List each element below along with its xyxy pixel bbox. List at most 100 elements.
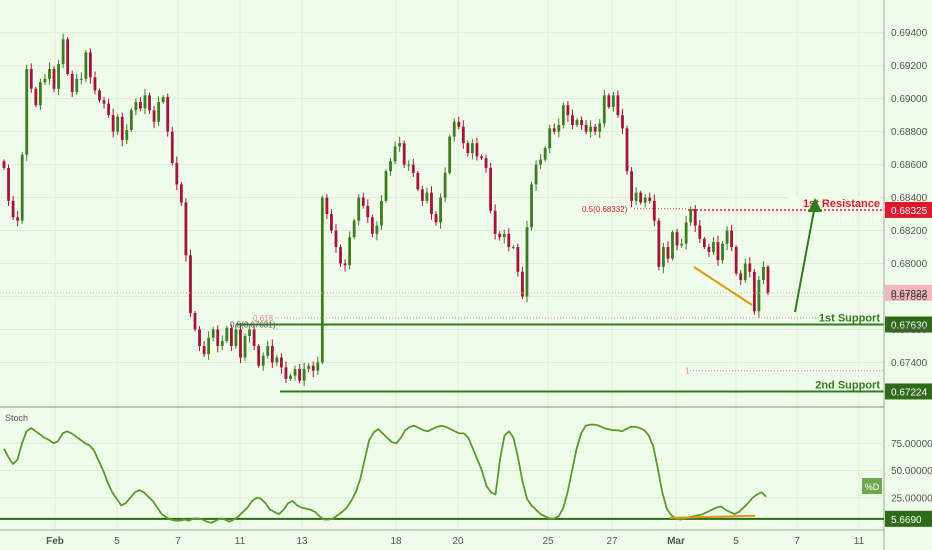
candle-body [693,209,697,226]
candle-body [721,243,724,261]
candle-body [548,128,552,149]
candle-body [593,126,597,132]
stoch-tick-label: 25.00000 [891,493,932,504]
candle-body [243,336,247,358]
candle-body [411,164,415,173]
current-price-badge [885,284,932,301]
price-tick-label: 0.68000 [891,259,928,270]
stoch-legend: %D [862,478,882,494]
stoch-tick-label: 75.00000 [891,439,932,450]
candle-body [16,217,20,221]
candle-body [125,129,129,140]
level-price-badge [885,201,932,218]
candle-body [239,329,242,358]
candle-body [84,52,88,79]
candle-body [25,68,29,155]
candle-body [111,115,115,132]
candle-body [298,369,302,381]
candle-body [511,247,515,249]
candle-body [148,95,151,111]
candle-body [602,95,606,124]
candle-body [20,154,24,221]
candle-body [702,238,706,248]
price-tick-label: 0.67600 [891,325,928,336]
level-price-label: 0.68325 [891,206,928,217]
candle-body [393,146,397,162]
candle-body [498,233,502,238]
date-tick-label: 18 [390,536,402,547]
fib-label: 0.618 [253,314,274,323]
candle-body [589,126,593,132]
candle-body [634,192,638,201]
candle-body [666,247,670,259]
date-tick-label: 11 [854,536,865,547]
candle-body [625,128,629,172]
candle-body [661,247,665,267]
candle-body [580,120,583,126]
candle-body [598,123,602,132]
candle-body [416,172,420,190]
candle-body [334,230,338,248]
candle-body [93,77,97,91]
candle-body [621,115,624,129]
candle-body [552,128,556,132]
candle-body [34,88,38,106]
candle-body [66,39,70,74]
candle-body [507,233,511,248]
candle-body [402,143,406,165]
candle-body [216,329,220,346]
candle-body [739,273,743,281]
stoch-line [3,423,767,524]
candles [2,33,770,387]
date-tick-label: 5 [733,536,739,547]
candle-body [448,136,452,173]
candle-body [266,345,270,356]
candle-body [343,263,347,266]
candle-body [443,172,447,198]
candle-body [116,116,120,132]
candle-body [757,280,761,312]
candle-body [229,327,233,346]
candle-body [284,367,288,379]
date-tick-label: Mar [667,536,685,547]
candle-body [261,355,265,366]
candle-body [530,184,533,228]
candle-body [61,39,65,65]
candle-body [384,171,388,201]
price-tick-label: 0.68800 [891,127,928,138]
candle-body [457,121,461,127]
current-price-label: 0.67822 [891,289,928,300]
candle-body [252,329,256,346]
candle-body [707,247,711,252]
candle-body [657,220,661,267]
candle-body [521,271,524,297]
candle-body [375,225,379,234]
candle-body [743,263,747,281]
candle-body [607,95,611,107]
candle-body [75,78,79,93]
candle-body [234,329,238,346]
stoch-title: Stoch [5,413,28,423]
date-tick-label: 25 [542,536,554,547]
candle-body [439,197,442,223]
candle-body [698,225,702,239]
candle-body [716,242,720,261]
candle-body [207,337,211,355]
candle-body [725,230,729,244]
candle-body [643,197,647,203]
candle-body [407,164,411,166]
candle-body [275,357,279,363]
candle-body [120,116,124,140]
candle-body [571,115,574,126]
candle-body [652,200,656,221]
price-tick-label: 0.68200 [891,226,928,237]
stoch-level-label: 5.6690 [891,515,922,526]
candle-body [525,227,529,297]
candle-body [539,159,543,165]
candle-body [557,125,561,132]
candle-body [398,143,402,147]
candle-body [152,110,156,122]
candle-body [189,255,192,313]
